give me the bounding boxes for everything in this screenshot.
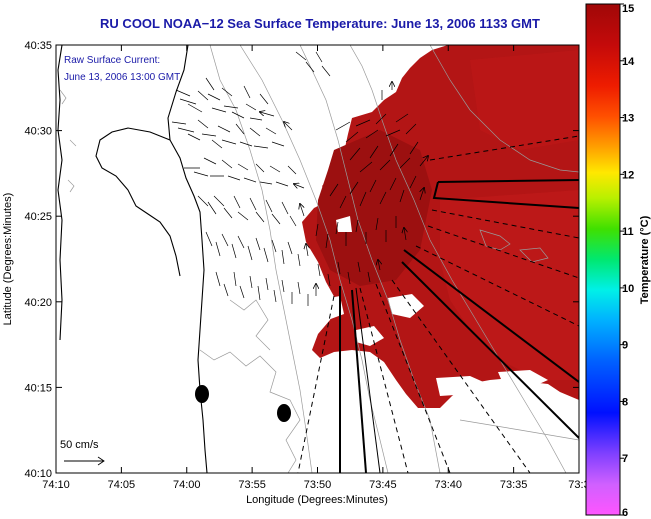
colorbar-tick-label: 10 — [622, 283, 634, 295]
y-tick-label: 40:35 — [24, 40, 52, 52]
y-tick-label: 40:20 — [24, 297, 52, 309]
y-tick-label: 40:25 — [24, 211, 52, 223]
colorbar-tick-label: 9 — [622, 340, 628, 352]
current-label: Raw Surface Current: — [64, 55, 160, 66]
scale-arrow — [64, 456, 105, 466]
y-tick-label: 40:10 — [24, 468, 52, 480]
station-marker — [195, 385, 209, 403]
scale-label: 50 cm/s — [60, 439, 99, 451]
x-tick-label: 73:50 — [304, 479, 332, 491]
x-tick-label: 73:3 — [568, 479, 589, 491]
colorbar-tick-label: 11 — [622, 226, 634, 238]
y-tick-label: 40:30 — [24, 126, 52, 138]
x-tick-label: 74:05 — [108, 479, 136, 491]
x-tick-label: 74:10 — [42, 479, 70, 491]
x-tick-label: 73:45 — [369, 479, 397, 491]
current-time: June 13, 2006 13:00 GMT — [64, 72, 180, 83]
colorbar-ticks: 15 14 13 12 11 10 9 8 7 6 — [620, 3, 635, 519]
current-vectors — [171, 51, 428, 306]
sst-field — [302, 45, 579, 412]
colorbar-tick-label: 8 — [622, 396, 628, 408]
colorbar — [585, 3, 621, 516]
x-tick-label: 74:00 — [173, 479, 201, 491]
colorbar-tick-label: 14 — [622, 56, 635, 68]
x-tick-label: 73:35 — [500, 479, 528, 491]
station-marker — [277, 404, 291, 422]
colorbar-tick-label: 13 — [622, 113, 634, 125]
x-axis-ticks: 74:10 74:05 74:00 73:55 73:50 73:45 73:40 73:35… — [42, 45, 590, 491]
y-axis-label: Latitude (Degrees:Minutes) — [2, 193, 14, 326]
x-tick-label: 73:55 — [238, 479, 266, 491]
colorbar-tick-label: 6 — [622, 507, 628, 519]
colorbar-tick-label: 12 — [622, 169, 634, 181]
channel-lines — [297, 135, 579, 473]
colorbar-tick-label: 7 — [622, 453, 628, 465]
y-axis-ticks: 40:35 40:30 40:25 40:20 40:15 40:10 — [24, 40, 579, 480]
colorbar-label: Temperature (°C) — [639, 215, 651, 304]
x-axis-label: Longitude (Degrees:Minutes) — [246, 494, 388, 506]
colorbar-tick-label: 15 — [622, 3, 634, 15]
x-tick-label: 73:40 — [434, 479, 462, 491]
map-title: RU COOL NOAA−12 Sea Surface Temperature:… — [100, 16, 540, 31]
y-tick-label: 40:15 — [24, 382, 52, 394]
